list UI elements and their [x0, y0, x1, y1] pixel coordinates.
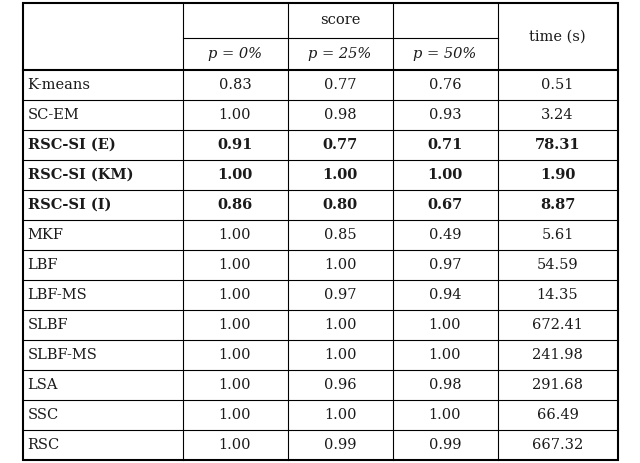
Text: 1.00: 1.00: [324, 348, 356, 362]
Text: 0.98: 0.98: [324, 108, 356, 122]
Text: 66.49: 66.49: [536, 408, 579, 422]
Text: 54.59: 54.59: [537, 258, 579, 272]
Text: 0.99: 0.99: [429, 438, 461, 452]
Text: 0.94: 0.94: [429, 288, 461, 302]
Text: time (s): time (s): [529, 30, 586, 44]
Text: 1.00: 1.00: [219, 258, 252, 272]
Text: 1.00: 1.00: [324, 318, 356, 332]
Text: 3.24: 3.24: [541, 108, 573, 122]
Text: 1.00: 1.00: [219, 378, 252, 392]
Text: 0.96: 0.96: [324, 378, 356, 392]
Text: 0.97: 0.97: [324, 288, 356, 302]
Text: 1.00: 1.00: [429, 318, 461, 332]
Text: 1.00: 1.00: [324, 258, 356, 272]
Text: 0.51: 0.51: [541, 78, 573, 92]
Text: 241.98: 241.98: [532, 348, 583, 362]
Text: 0.77: 0.77: [323, 138, 358, 152]
Text: 1.90: 1.90: [540, 168, 575, 182]
Text: p = 25%: p = 25%: [308, 47, 372, 61]
Text: score: score: [320, 13, 360, 27]
Text: 0.93: 0.93: [429, 108, 461, 122]
Text: 0.77: 0.77: [324, 78, 356, 92]
Text: 1.00: 1.00: [219, 108, 252, 122]
Text: RSC-SI (I): RSC-SI (I): [28, 198, 111, 212]
Text: p = 50%: p = 50%: [413, 47, 477, 61]
Text: LBF-MS: LBF-MS: [28, 288, 88, 302]
Text: 0.83: 0.83: [219, 78, 252, 92]
Text: 0.99: 0.99: [324, 438, 356, 452]
Text: 5.61: 5.61: [541, 228, 573, 242]
Text: 1.00: 1.00: [219, 318, 252, 332]
Text: 1.00: 1.00: [324, 408, 356, 422]
Text: LSA: LSA: [28, 378, 58, 392]
Text: K-means: K-means: [28, 78, 91, 92]
Text: SLBF: SLBF: [28, 318, 68, 332]
Text: SLBF-MS: SLBF-MS: [28, 348, 97, 362]
Text: 1.00: 1.00: [323, 168, 358, 182]
Text: 0.76: 0.76: [429, 78, 461, 92]
Text: SSC: SSC: [28, 408, 59, 422]
Text: 672.41: 672.41: [532, 318, 583, 332]
Text: 1.00: 1.00: [428, 168, 463, 182]
Text: RSC-SI (E): RSC-SI (E): [28, 138, 115, 152]
Text: 0.86: 0.86: [218, 198, 253, 212]
Text: 1.00: 1.00: [219, 408, 252, 422]
Text: 1.00: 1.00: [219, 438, 252, 452]
Text: 14.35: 14.35: [537, 288, 579, 302]
Text: 0.98: 0.98: [429, 378, 461, 392]
Text: 8.87: 8.87: [540, 198, 575, 212]
Text: MKF: MKF: [28, 228, 63, 242]
Text: SC-EM: SC-EM: [28, 108, 79, 122]
Text: 0.91: 0.91: [218, 138, 253, 152]
Text: 0.97: 0.97: [429, 258, 461, 272]
Text: 0.67: 0.67: [428, 198, 463, 212]
Text: 1.00: 1.00: [219, 288, 252, 302]
Text: 0.71: 0.71: [428, 138, 463, 152]
Text: 78.31: 78.31: [534, 138, 580, 152]
Text: LBF: LBF: [28, 258, 58, 272]
Text: 0.49: 0.49: [429, 228, 461, 242]
Text: 0.85: 0.85: [324, 228, 356, 242]
Text: 1.00: 1.00: [219, 228, 252, 242]
Text: RSC-SI (KM): RSC-SI (KM): [28, 168, 133, 182]
Text: p = 0%: p = 0%: [208, 47, 262, 61]
Text: 1.00: 1.00: [218, 168, 253, 182]
Text: RSC: RSC: [28, 438, 60, 452]
Text: 1.00: 1.00: [429, 408, 461, 422]
Text: 1.00: 1.00: [429, 348, 461, 362]
Text: 291.68: 291.68: [532, 378, 583, 392]
Text: 667.32: 667.32: [532, 438, 583, 452]
Text: 0.80: 0.80: [323, 198, 358, 212]
Text: 1.00: 1.00: [219, 348, 252, 362]
